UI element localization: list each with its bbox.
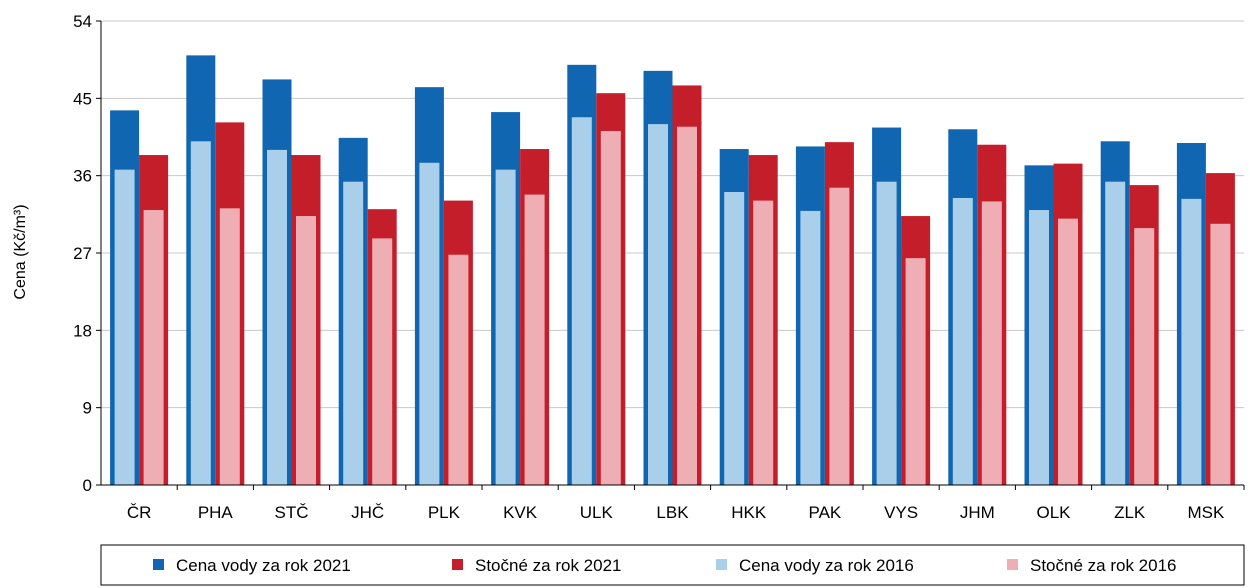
bar-sewage-2016	[372, 238, 393, 485]
bar-water-2016	[800, 210, 821, 485]
bar-water-2016	[571, 117, 592, 486]
x-tick-label: ULK	[580, 503, 614, 522]
legend-frame	[100, 544, 1245, 586]
bar-sewage-2016	[143, 210, 164, 485]
y-tick-label: 45	[73, 89, 92, 108]
x-tick-label: ZLK	[1114, 503, 1146, 522]
bar-water-2016	[190, 141, 211, 485]
bar-water-2016	[1029, 210, 1049, 485]
x-tick-label: STČ	[275, 503, 309, 522]
legend-label: Stočné za rok 2016	[1030, 556, 1176, 575]
bar-sewage-2016	[448, 254, 469, 485]
bar-sewage-2016	[981, 201, 1002, 485]
bar-water-2016	[648, 124, 668, 485]
legend-swatch	[452, 559, 463, 570]
bar-water-2016	[952, 198, 973, 486]
y-tick-label: 36	[73, 167, 92, 186]
bar-sewage-2016	[753, 200, 774, 485]
bar-water-2016	[495, 169, 516, 485]
x-tick-label: ČR	[127, 503, 152, 522]
x-tick-label: JHČ	[351, 503, 384, 522]
legend-swatch	[153, 559, 164, 570]
bar-sewage-2016	[1058, 218, 1078, 485]
x-tick-label: LBK	[656, 503, 689, 522]
x-tick-label: PHA	[198, 503, 234, 522]
x-tick-label: KVK	[503, 503, 538, 522]
y-tick-label: 27	[73, 244, 92, 263]
legend-swatch	[1007, 559, 1018, 570]
y-tick-label: 54	[73, 12, 92, 31]
bar-sewage-2016	[829, 187, 850, 485]
bar-sewage-2016	[600, 130, 621, 486]
x-tick-label: OLK	[1036, 503, 1071, 522]
x-tick-label: JHM	[960, 503, 995, 522]
bar-water-2016	[343, 181, 364, 485]
x-tick-label: VYS	[884, 503, 918, 522]
bar-sewage-2016	[219, 208, 240, 485]
x-tick-label: HKK	[731, 503, 767, 522]
axes	[96, 20, 1245, 490]
y-tick-label: 0	[83, 476, 92, 495]
y-tick-labels: 0 9 18 27 36 45 54	[73, 12, 92, 495]
bar-water-2016	[724, 191, 745, 485]
bar-sewage-2016	[677, 126, 697, 485]
bar-water-2016	[876, 181, 897, 485]
bar-water-2016	[419, 162, 440, 485]
x-tick-label: PAK	[809, 503, 842, 522]
legend: Cena vody za rok 2021 Stočné za rok 2021 C…	[100, 544, 1245, 586]
legend-label: Cena vody za rok 2016	[739, 556, 914, 575]
bar-water-2016	[267, 149, 287, 485]
y-axis-label: Cena (Kč/m³)	[12, 204, 29, 299]
legend-swatch	[716, 559, 727, 570]
y-tick-label: 18	[73, 321, 92, 340]
bar-water-2016	[114, 169, 135, 485]
bar-sewage-2016	[1210, 223, 1231, 485]
bar-water-2016	[1105, 181, 1126, 485]
x-tick-label: PLK	[428, 503, 461, 522]
legend-label: Cena vody za rok 2021	[176, 556, 351, 575]
legend-label: Stočné za rok 2021	[475, 556, 621, 575]
bar-water-2016	[1181, 198, 1202, 485]
x-tick-labels: ČR PHA STČ JHČ PLK KVK ULK LBK HKK PAK VYS JHM OLK ZL…	[127, 503, 1225, 522]
bars	[110, 55, 1235, 486]
bar-sewage-2016	[1134, 228, 1155, 485]
x-tick-label: MSK	[1187, 503, 1225, 522]
bar-sewage-2016	[524, 194, 545, 485]
y-tick-label: 9	[83, 399, 92, 418]
bar-sewage-2016	[905, 258, 926, 485]
bar-sewage-2016	[296, 216, 316, 485]
